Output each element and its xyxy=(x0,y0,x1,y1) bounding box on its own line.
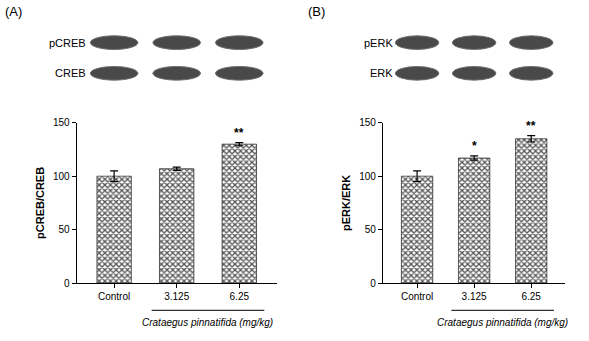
svg-text:6.25: 6.25 xyxy=(230,291,250,302)
svg-text:Crataegus pinnatifida (mg/kg): Crataegus pinnatifida (mg/kg) xyxy=(142,317,273,328)
svg-text:3.125: 3.125 xyxy=(164,291,189,302)
svg-text:150: 150 xyxy=(53,117,70,128)
svg-text:50: 50 xyxy=(365,224,377,235)
svg-text:Crataegus pinnatifida (mg/kg): Crataegus pinnatifida (mg/kg) xyxy=(437,317,568,328)
svg-text:100: 100 xyxy=(53,171,70,182)
svg-text:100: 100 xyxy=(359,171,376,182)
svg-text:CREB: CREB xyxy=(55,67,86,79)
svg-text:ERK: ERK xyxy=(370,67,393,79)
svg-text:Control: Control xyxy=(401,291,433,302)
svg-text:0: 0 xyxy=(64,278,70,289)
svg-text:0: 0 xyxy=(370,278,376,289)
svg-text:50: 50 xyxy=(58,224,70,235)
svg-text:150: 150 xyxy=(359,117,376,128)
svg-text:3.125: 3.125 xyxy=(462,291,487,302)
svg-text:pCREB: pCREB xyxy=(49,37,86,49)
svg-text:pERK: pERK xyxy=(364,37,393,49)
svg-text:pCREB/CREB: pCREB/CREB xyxy=(34,167,46,239)
svg-text:pERK/ERK: pERK/ERK xyxy=(340,175,352,231)
svg-text:6.25: 6.25 xyxy=(521,291,541,302)
svg-text:Control: Control xyxy=(98,291,130,302)
svg-text:(A): (A) xyxy=(5,4,22,19)
svg-text:**: ** xyxy=(234,126,244,140)
svg-text:(B): (B) xyxy=(308,4,325,19)
svg-text:*: * xyxy=(472,139,477,153)
svg-text:**: ** xyxy=(526,119,536,133)
